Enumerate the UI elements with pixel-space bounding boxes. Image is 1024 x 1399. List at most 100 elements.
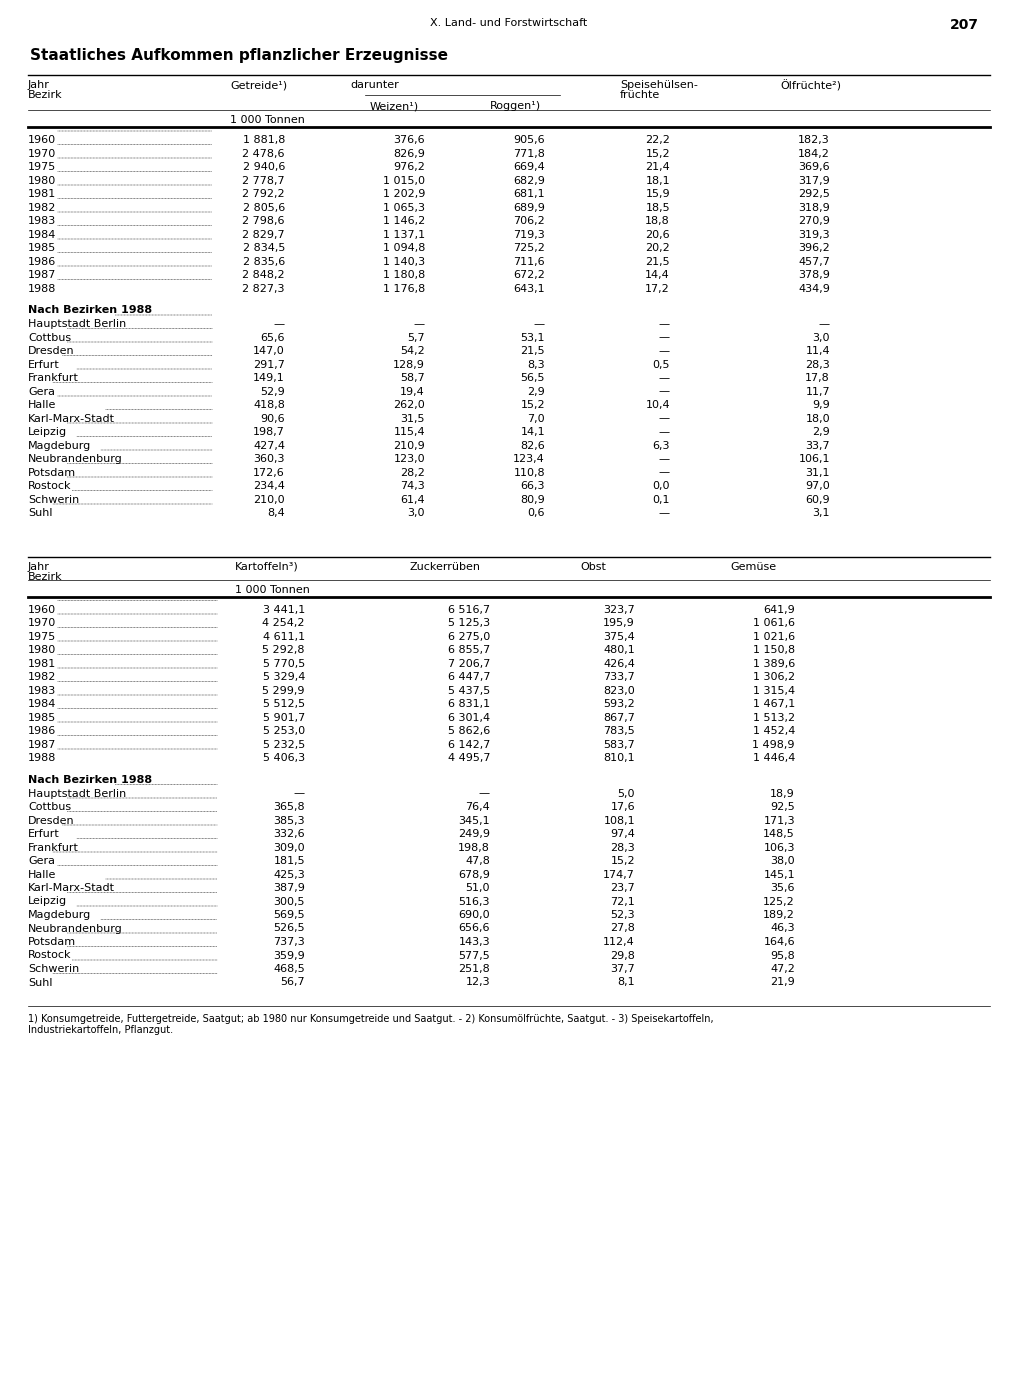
Text: —: — <box>658 414 670 424</box>
Text: 1 176,8: 1 176,8 <box>383 284 425 294</box>
Text: 17,8: 17,8 <box>805 374 830 383</box>
Text: 1 000 Tonnen: 1 000 Tonnen <box>230 115 305 125</box>
Text: 1 065,3: 1 065,3 <box>383 203 425 213</box>
Text: 1 446,4: 1 446,4 <box>753 753 795 762</box>
Text: 147,0: 147,0 <box>253 346 285 355</box>
Text: 5 299,9: 5 299,9 <box>262 686 305 695</box>
Text: 143,3: 143,3 <box>459 937 490 947</box>
Text: früchte: früchte <box>620 90 660 99</box>
Text: —: — <box>534 319 545 329</box>
Text: 1982: 1982 <box>28 672 56 681</box>
Text: 14,4: 14,4 <box>645 270 670 280</box>
Text: 174,7: 174,7 <box>603 870 635 880</box>
Text: 148,5: 148,5 <box>763 830 795 839</box>
Text: 317,9: 317,9 <box>799 175 830 186</box>
Text: Halle: Halle <box>28 870 56 880</box>
Text: —: — <box>658 346 670 355</box>
Text: 72,1: 72,1 <box>610 897 635 907</box>
Text: 8,4: 8,4 <box>267 508 285 518</box>
Text: 360,3: 360,3 <box>254 455 285 464</box>
Text: Magdeburg: Magdeburg <box>28 909 91 921</box>
Text: Erfurt: Erfurt <box>28 830 59 839</box>
Text: —: — <box>658 467 670 477</box>
Text: 1981: 1981 <box>28 189 56 199</box>
Text: —: — <box>658 508 670 518</box>
Text: Erfurt: Erfurt <box>28 360 59 369</box>
Text: 345,1: 345,1 <box>459 816 490 825</box>
Text: 1984: 1984 <box>28 229 56 239</box>
Text: 711,6: 711,6 <box>513 256 545 266</box>
Text: 1 000 Tonnen: 1 000 Tonnen <box>234 585 310 595</box>
Text: 106,3: 106,3 <box>764 842 795 852</box>
Text: 427,4: 427,4 <box>253 441 285 450</box>
Text: 15,2: 15,2 <box>645 148 670 158</box>
Text: 189,2: 189,2 <box>763 909 795 921</box>
Text: Leipzig: Leipzig <box>28 897 68 907</box>
Text: 682,9: 682,9 <box>513 175 545 186</box>
Text: Speisehülsen-: Speisehülsen- <box>620 80 698 90</box>
Text: 18,9: 18,9 <box>770 789 795 799</box>
Text: Neubrandenburg: Neubrandenburg <box>28 455 123 464</box>
Text: 725,2: 725,2 <box>513 243 545 253</box>
Text: darunter: darunter <box>350 80 398 90</box>
Text: 2 805,6: 2 805,6 <box>243 203 285 213</box>
Text: 1983: 1983 <box>28 686 56 695</box>
Text: 468,5: 468,5 <box>273 964 305 974</box>
Text: 5 232,5: 5 232,5 <box>263 740 305 750</box>
Text: 145,1: 145,1 <box>763 870 795 880</box>
Text: Jahr: Jahr <box>28 561 50 572</box>
Text: Ölfrüchte²): Ölfrüchte²) <box>780 80 841 91</box>
Text: 737,3: 737,3 <box>273 937 305 947</box>
Text: 6 142,7: 6 142,7 <box>447 740 490 750</box>
Text: Magdeburg: Magdeburg <box>28 441 91 450</box>
Text: 15,2: 15,2 <box>520 400 545 410</box>
Text: 46,3: 46,3 <box>770 923 795 933</box>
Text: 1 146,2: 1 146,2 <box>383 215 425 227</box>
Text: 641,9: 641,9 <box>763 604 795 614</box>
Text: 0,6: 0,6 <box>527 508 545 518</box>
Text: 385,3: 385,3 <box>273 816 305 825</box>
Text: Halle: Halle <box>28 400 56 410</box>
Text: 643,1: 643,1 <box>513 284 545 294</box>
Text: 5 253,0: 5 253,0 <box>263 726 305 736</box>
Text: 0,0: 0,0 <box>652 481 670 491</box>
Text: 31,5: 31,5 <box>400 414 425 424</box>
Text: 270,9: 270,9 <box>798 215 830 227</box>
Text: 5 437,5: 5 437,5 <box>447 686 490 695</box>
Text: 2 940,6: 2 940,6 <box>243 162 285 172</box>
Text: 0,1: 0,1 <box>652 494 670 505</box>
Text: Cottbus: Cottbus <box>28 333 71 343</box>
Text: 21,5: 21,5 <box>520 346 545 355</box>
Text: 35,6: 35,6 <box>770 883 795 893</box>
Text: 823,0: 823,0 <box>603 686 635 695</box>
Text: 1960: 1960 <box>28 134 56 145</box>
Text: 76,4: 76,4 <box>465 802 490 811</box>
Text: 106,1: 106,1 <box>799 455 830 464</box>
Text: 23,7: 23,7 <box>610 883 635 893</box>
Text: 19,4: 19,4 <box>400 386 425 396</box>
Text: 8,3: 8,3 <box>527 360 545 369</box>
Text: 22,2: 22,2 <box>645 134 670 145</box>
Text: 80,9: 80,9 <box>520 494 545 505</box>
Text: 5 862,6: 5 862,6 <box>447 726 490 736</box>
Text: 65,6: 65,6 <box>260 333 285 343</box>
Text: 82,6: 82,6 <box>520 441 545 450</box>
Text: Potsdam: Potsdam <box>28 937 76 947</box>
Text: 526,5: 526,5 <box>273 923 305 933</box>
Text: 195,9: 195,9 <box>603 618 635 628</box>
Text: 593,2: 593,2 <box>603 700 635 709</box>
Text: 5 125,3: 5 125,3 <box>447 618 490 628</box>
Text: 1 498,9: 1 498,9 <box>753 740 795 750</box>
Text: 5 292,8: 5 292,8 <box>262 645 305 655</box>
Text: Gemüse: Gemüse <box>730 561 776 572</box>
Text: 516,3: 516,3 <box>459 897 490 907</box>
Text: 1 180,8: 1 180,8 <box>383 270 425 280</box>
Text: 56,5: 56,5 <box>520 374 545 383</box>
Text: 74,3: 74,3 <box>400 481 425 491</box>
Text: 28,2: 28,2 <box>400 467 425 477</box>
Text: 309,0: 309,0 <box>273 842 305 852</box>
Text: 210,9: 210,9 <box>393 441 425 450</box>
Text: 292,5: 292,5 <box>798 189 830 199</box>
Text: 184,2: 184,2 <box>798 148 830 158</box>
Text: 108,1: 108,1 <box>603 816 635 825</box>
